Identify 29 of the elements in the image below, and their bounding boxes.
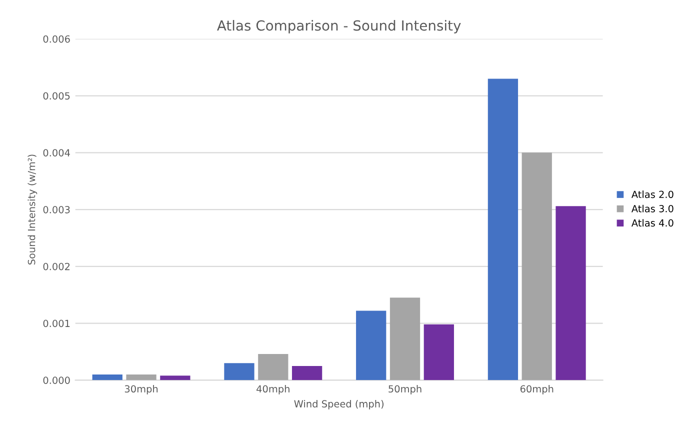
x-tick-label: 30mph [124, 385, 158, 394]
bar [92, 374, 122, 380]
bar [390, 298, 420, 380]
x-tick-label: 50mph [388, 385, 422, 394]
y-tick-label: 0.003 [43, 206, 70, 214]
legend-label: Atlas 4.0 [631, 219, 674, 227]
bar [488, 78, 518, 380]
bar [224, 363, 254, 380]
bar [356, 310, 386, 380]
y-tick-label: 0.006 [43, 35, 70, 43]
bar [522, 152, 552, 380]
x-tick-label: 40mph [256, 385, 290, 394]
y-tick-label: 0.005 [43, 92, 70, 100]
chart-title: Atlas Comparison - Sound Intensity [217, 20, 461, 34]
x-axis-title: Wind Speed (mph) [294, 400, 384, 410]
bar [126, 374, 156, 380]
bar [292, 366, 322, 380]
bar [258, 354, 288, 380]
bar [160, 376, 190, 380]
y-tick-label: 0.000 [43, 376, 70, 384]
y-tick-label: 0.002 [43, 262, 70, 270]
bar [556, 206, 586, 380]
legend-label: Atlas 3.0 [631, 204, 674, 212]
x-tick-label: 60mph [520, 385, 554, 394]
legend-label: Atlas 2.0 [631, 190, 674, 198]
y-axis-title: Sound Intensity (w/m²) [28, 154, 38, 265]
y-tick-label: 0.004 [43, 149, 70, 156]
bar [424, 324, 454, 380]
y-tick-label: 0.001 [43, 320, 70, 328]
